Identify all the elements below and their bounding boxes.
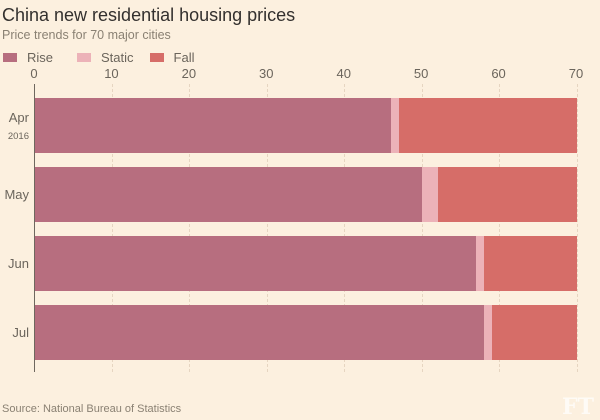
category-label-text: May — [4, 187, 29, 202]
bar-segment-fall — [437, 167, 577, 222]
bar-segment-static — [476, 236, 485, 291]
bar-segment-fall — [484, 236, 577, 291]
fall-swatch — [149, 53, 164, 62]
gridline-60 — [499, 84, 501, 372]
x-tick-label-0: 0 — [30, 66, 38, 81]
x-tick-label-60: 60 — [491, 66, 506, 81]
gridline-10 — [111, 84, 113, 372]
bar-segment-rise — [35, 236, 477, 291]
category-label-text: Jun — [8, 256, 29, 271]
gridline-50 — [421, 84, 423, 372]
legend: Rise Static Fall — [3, 50, 194, 65]
bar-segment-static — [484, 305, 492, 360]
x-tick-label-20: 20 — [181, 66, 197, 81]
x-tick-label-10: 10 — [104, 66, 119, 81]
category-label-jul: Jul — [0, 305, 29, 360]
static-swatch — [77, 53, 92, 62]
bar-segment-rise — [35, 98, 392, 153]
bar-row-jul — [35, 305, 577, 360]
bar-segment-fall — [398, 98, 577, 153]
bar-segment-rise — [35, 305, 485, 360]
category-label-may: May — [0, 167, 29, 222]
legend-label-rise: Rise — [27, 50, 54, 65]
bar-segment-rise — [35, 167, 423, 222]
x-tick-label-30: 30 — [259, 66, 274, 81]
category-label-text: Jul — [12, 325, 29, 340]
legend-label-fall: Fall — [173, 50, 195, 65]
plot-area — [34, 84, 578, 372]
x-tick-label-50: 50 — [413, 66, 429, 81]
gridline-30 — [266, 84, 268, 372]
gridline-70 — [576, 84, 578, 372]
rise-swatch — [3, 53, 17, 62]
category-label-jun: Jun — [0, 236, 29, 291]
legend-label-static: Static — [101, 50, 134, 65]
bar-segment-fall — [491, 305, 577, 360]
bar-row-jun — [35, 236, 577, 291]
ft-logo: FT — [562, 394, 594, 420]
bar-segment-static — [422, 167, 438, 222]
gridline-40 — [344, 84, 346, 372]
category-sublabel-text: 2016 — [7, 130, 29, 142]
x-tick-label-40: 40 — [336, 66, 351, 81]
category-label-text: Apr — [8, 109, 29, 125]
category-label-apr: Apr 2016 — [0, 98, 29, 153]
gridline-20 — [189, 84, 191, 372]
legend-item-static: Static — [77, 50, 134, 65]
bar-segment-static — [391, 98, 399, 153]
bar-row-may — [35, 167, 577, 222]
source-note: Source: National Bureau of Statistics — [2, 403, 182, 415]
chart-title: China new residential housing prices — [2, 5, 296, 25]
x-tick-label-70: 70 — [568, 66, 584, 81]
chart-subtitle: Price trends for 70 major cities — [2, 28, 171, 42]
legend-item-rise: Rise — [3, 50, 53, 65]
bar-row-apr — [35, 98, 577, 153]
legend-item-fall: Fall — [149, 50, 195, 65]
